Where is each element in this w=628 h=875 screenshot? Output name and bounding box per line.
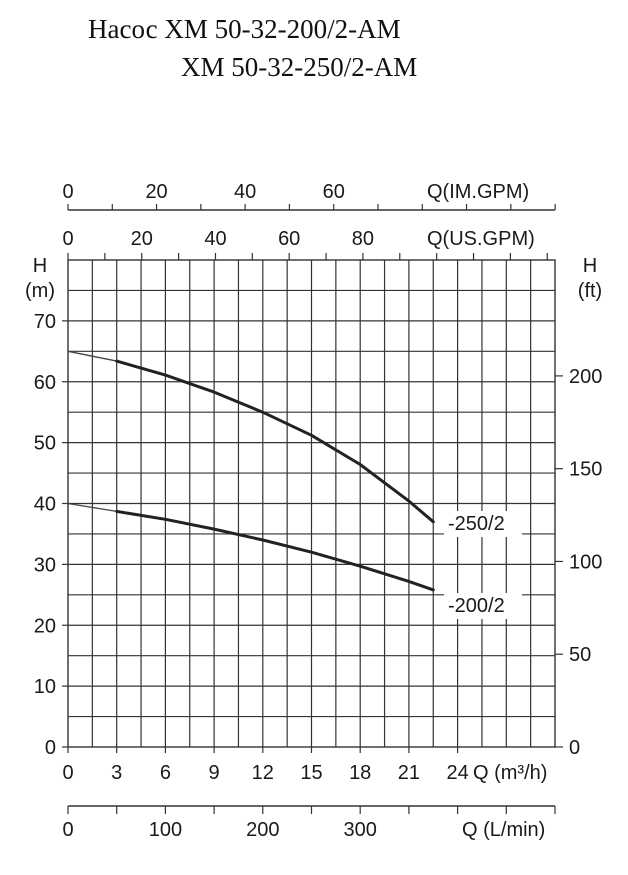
right-axis-tick-label: 0	[569, 737, 580, 759]
series-label-background	[444, 511, 522, 537]
bottom-axis-tick-label: 6	[160, 762, 171, 784]
left-axis-tick-label: 50	[34, 433, 56, 455]
im-gpm-axis-label: Q(IM.GPM)	[427, 181, 529, 203]
left-axis-tick-label: 20	[34, 615, 56, 637]
bottom-axis-tick-label: 0	[62, 762, 73, 784]
curve-series-2	[115, 509, 435, 592]
series-label-2: -200/2	[448, 595, 505, 617]
us-gpm-axis-tick-label: 40	[204, 228, 226, 250]
lmin-axis-tick-label: 0	[62, 819, 73, 841]
bottom-axis-tick-label: 21	[398, 762, 420, 784]
left-axis-tick-label: 40	[34, 494, 56, 516]
im-gpm-axis-tick-label: 20	[145, 181, 167, 203]
lmin-axis-tick-label: 200	[246, 819, 279, 841]
curve-lead-in	[67, 350, 117, 362]
bottom-axis-tick-label: 12	[252, 762, 274, 784]
lmin-axis-label: Q (L/min)	[462, 819, 545, 841]
us-gpm-axis-tick-label: 20	[131, 228, 153, 250]
us-gpm-axis-label: Q(US.GPM)	[427, 228, 535, 250]
left-axis-tick-label: 0	[45, 737, 56, 759]
series-label-background	[444, 593, 522, 619]
right-axis-tick-label: 200	[569, 366, 602, 388]
right-axis-unit: (ft)	[578, 280, 602, 302]
right-axis-tick-label: 100	[569, 551, 602, 573]
bottom-axis-tick-label: 24	[446, 762, 468, 784]
us-gpm-axis-tick-label: 0	[62, 228, 73, 250]
bottom-axis-tick-label: 18	[349, 762, 371, 784]
bottom-axis-tick-label: 3	[111, 762, 122, 784]
right-axis-tick-label: 50	[569, 644, 591, 666]
lmin-axis-tick-label: 300	[344, 819, 377, 841]
left-axis-tick-label: 70	[34, 311, 56, 333]
left-axis-unit: (m)	[25, 280, 55, 302]
chart-title-line-2: XM 50-32-250/2-AM	[181, 52, 418, 82]
curve-series-1	[115, 359, 435, 524]
im-gpm-axis-tick-label: 40	[234, 181, 256, 203]
left-axis-tick-label: 10	[34, 676, 56, 698]
bottom-axis-tick-label: 15	[300, 762, 322, 784]
curve-lead-in	[67, 502, 117, 513]
right-axis-label: H	[583, 255, 597, 277]
left-axis-label: H	[33, 255, 47, 277]
series-label-1: -250/2	[448, 513, 505, 535]
im-gpm-axis-tick-label: 60	[323, 181, 345, 203]
us-gpm-axis-tick-label: 60	[278, 228, 300, 250]
bottom-axis-tick-label: 9	[209, 762, 220, 784]
us-gpm-axis-tick-label: 80	[352, 228, 374, 250]
right-axis-tick-label: 150	[569, 459, 602, 481]
lmin-axis-tick-label: 100	[149, 819, 182, 841]
left-axis-tick-label: 30	[34, 554, 56, 576]
bottom-axis-label: Q (m³/h)	[473, 762, 547, 784]
left-axis-tick-label: 60	[34, 372, 56, 394]
im-gpm-axis-tick-label: 0	[62, 181, 73, 203]
chart-title-line-1: Насос XM 50-32-200/2-AM	[88, 14, 401, 44]
